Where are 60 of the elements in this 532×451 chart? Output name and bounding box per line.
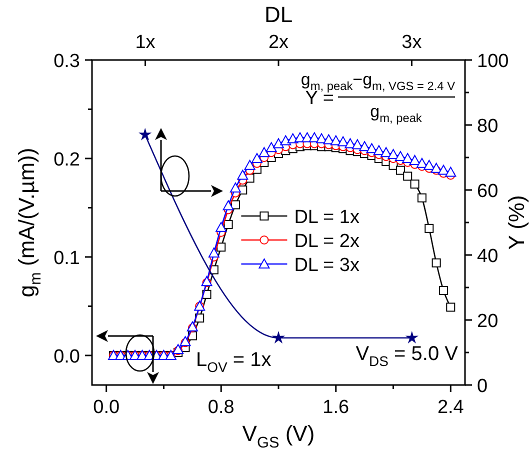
y-tick-label: 0.2	[54, 149, 80, 170]
point	[216, 222, 227, 232]
legend-label: DL = 3x	[294, 255, 360, 276]
x2-tick-label: 3x	[402, 32, 422, 53]
point	[409, 154, 420, 165]
point	[266, 142, 277, 152]
y-tick-label: 0.0	[54, 346, 80, 368]
x-tick-label: 0.0	[93, 397, 120, 418]
point	[224, 220, 233, 229]
point	[445, 166, 456, 177]
point	[446, 302, 456, 312]
y-tick-label: 0.1	[54, 248, 80, 269]
x-tick-label: 0.8	[208, 397, 234, 418]
x-axis-title: V$_{GS}$ (V)	[242, 421, 315, 451]
point	[258, 147, 270, 158]
point	[432, 258, 441, 268]
point	[273, 138, 284, 148]
y2-tick-label: 20	[477, 311, 498, 332]
point	[388, 149, 399, 160]
legend-label: DL = 2x	[294, 231, 360, 252]
point	[424, 160, 435, 170]
x-tick-label: 1.6	[322, 397, 350, 418]
point	[230, 182, 241, 193]
point	[410, 180, 420, 189]
point	[366, 143, 378, 154]
point	[237, 170, 248, 180]
point	[208, 248, 220, 258]
x2-axis-title: DL	[264, 2, 293, 27]
point	[430, 162, 442, 173]
y2-tick-label: 0	[477, 376, 488, 397]
point	[394, 151, 406, 162]
point	[396, 166, 405, 175]
point	[244, 160, 256, 170]
point	[251, 152, 262, 163]
point	[373, 145, 384, 156]
x2-tick-label: 2x	[268, 32, 290, 53]
annotation: g$_{m, peak}$	[370, 102, 422, 126]
point	[438, 286, 448, 295]
point	[424, 224, 434, 233]
point	[352, 139, 363, 150]
point	[280, 135, 292, 146]
x-tick-label: 2.4	[437, 397, 464, 418]
point	[216, 242, 226, 252]
y2-tick-label: 40	[477, 246, 498, 267]
x2-tick-label: 1x	[135, 32, 156, 53]
point	[417, 193, 426, 202]
point	[438, 164, 449, 175]
point	[403, 172, 412, 181]
y2-axis-title: Y (%)	[504, 195, 529, 250]
annotation: L$_{OV}$ = 1x	[196, 349, 272, 375]
point	[416, 158, 428, 168]
legend-label: DL = 1x	[294, 207, 360, 228]
y-tick-label: 0.3	[54, 51, 80, 72]
point	[222, 200, 234, 210]
point	[308, 132, 320, 142]
y2-tick-label: 80	[477, 116, 498, 137]
point	[402, 152, 414, 163]
y2-tick-label: 60	[477, 181, 498, 202]
annotation: V$_{DS}$ = 5.0 V	[356, 343, 459, 369]
y2-tick-label: 100	[477, 51, 509, 72]
